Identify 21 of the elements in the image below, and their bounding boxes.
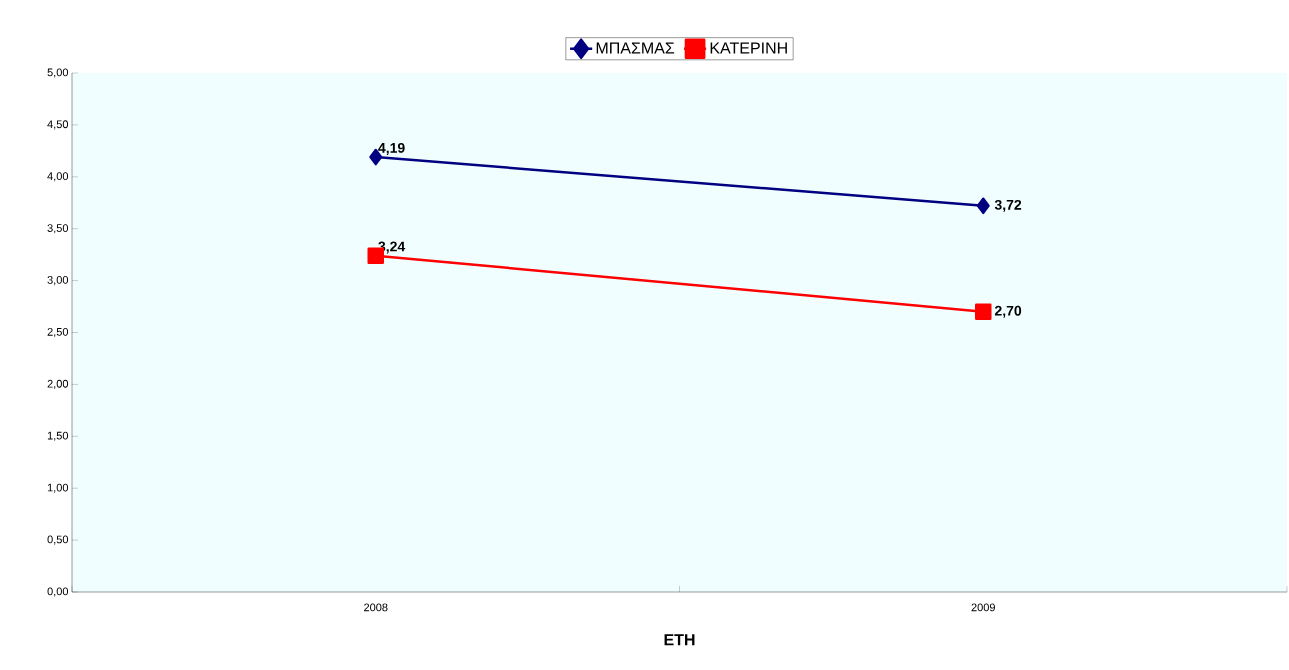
y-tick-label: 3,50: [47, 224, 69, 234]
y-tick-label: 4,50: [47, 120, 69, 130]
point: [976, 197, 990, 215]
y-tick-label: 3,00: [47, 276, 69, 286]
y-tick-label: 0,50: [47, 535, 69, 545]
y-tick-label: 0,00: [47, 587, 69, 597]
y-tick-label: 1,00: [47, 483, 69, 493]
x-axis-title: ΕΤΗ: [664, 634, 695, 646]
point: [975, 303, 992, 320]
y-tick-label: 1,50: [47, 431, 69, 441]
x-tick-label: 2008: [364, 603, 388, 612]
y-tick-label: 4,00: [47, 172, 69, 182]
data-label: 4,19: [378, 142, 405, 155]
x-tick-label: 2009: [971, 603, 995, 612]
legend-label: ΚΑΤΕΡΙΝΗ: [710, 42, 787, 54]
data-label: 3,72: [994, 199, 1022, 212]
y-tick-label: 2,50: [47, 327, 69, 338]
y-tick-label: 2,00: [47, 379, 69, 389]
y-tick-label: 5,00: [47, 68, 69, 78]
legend-label: ΜΠΑΣΜΑΣ: [596, 42, 675, 54]
data-label: 2,70: [994, 305, 1022, 318]
